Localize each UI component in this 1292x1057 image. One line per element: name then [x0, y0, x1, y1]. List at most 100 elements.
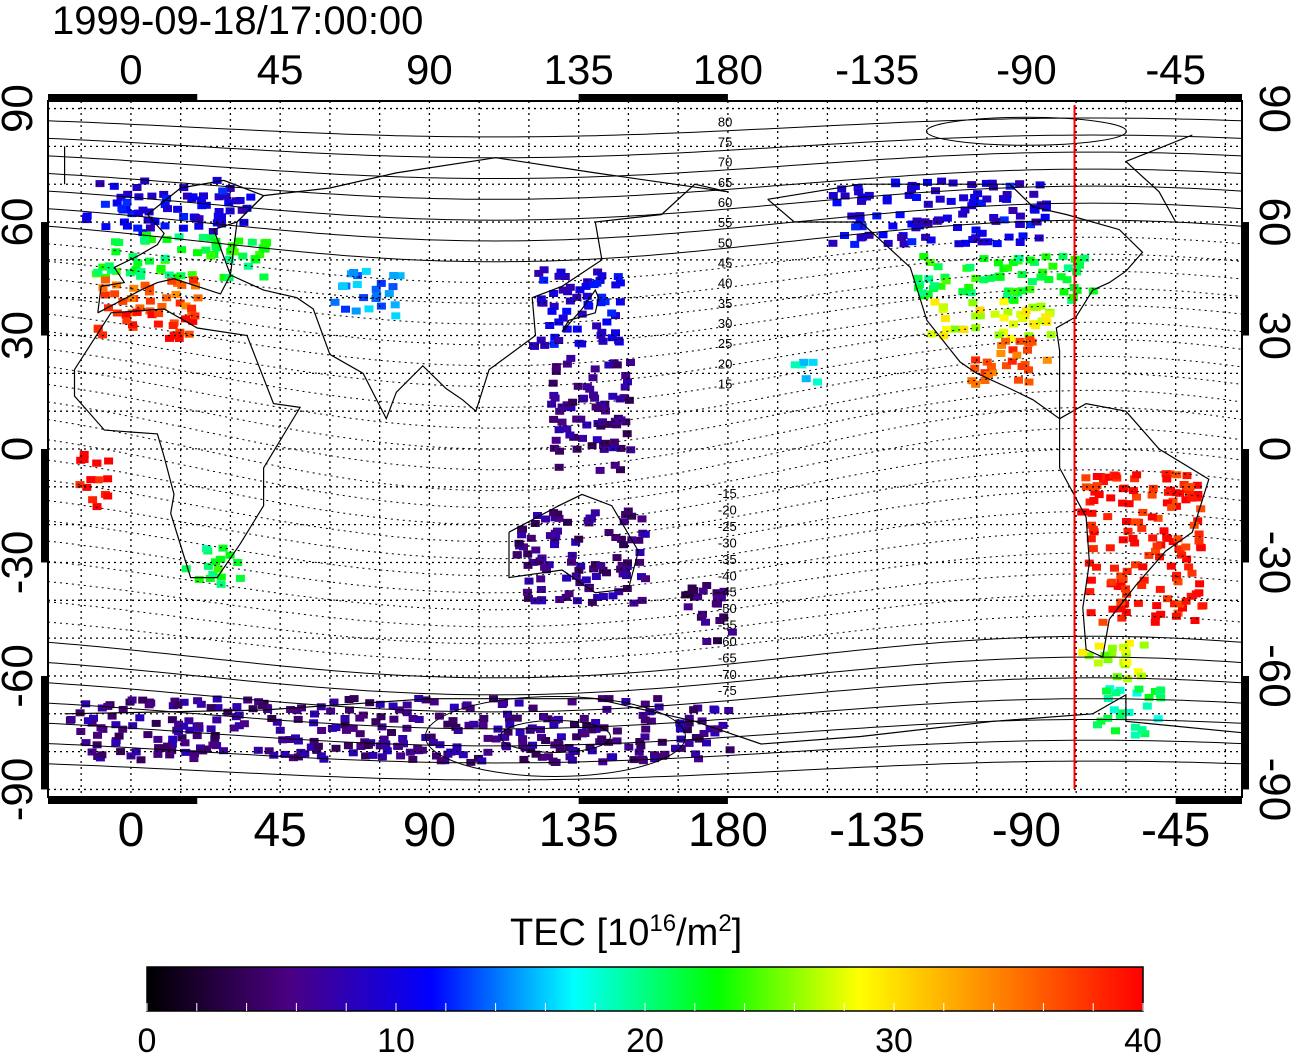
tec-cell — [79, 450, 89, 458]
tec-cell — [432, 752, 441, 760]
tec-cell — [949, 325, 959, 333]
tec-cell — [624, 743, 634, 751]
contour-label: -70 — [718, 667, 737, 682]
tec-cell — [117, 204, 127, 212]
tec-cell — [213, 565, 223, 573]
tec-cell — [1068, 294, 1078, 301]
tec-cell — [512, 551, 522, 559]
tec-cell — [623, 559, 632, 567]
tec-cell — [338, 282, 348, 290]
tec-cell — [206, 252, 216, 260]
tec-cell — [590, 365, 600, 373]
tec-cell — [518, 525, 527, 533]
tec-cell — [526, 746, 536, 754]
tec-cell — [443, 720, 453, 728]
left-latitude-label: -90 — [0, 758, 42, 822]
tec-cell — [154, 744, 164, 752]
tec-cell — [165, 334, 174, 342]
tec-cell — [1139, 576, 1149, 584]
tec-cell — [560, 273, 570, 280]
tec-cell — [131, 266, 141, 274]
tec-cell — [858, 233, 868, 241]
tec-cell — [1007, 357, 1017, 365]
colorbar-tick-label: 20 — [626, 1022, 664, 1057]
tec-cell — [1123, 527, 1133, 535]
tec-cell — [561, 593, 571, 601]
tec-cell — [86, 476, 96, 484]
tec-cell — [581, 282, 591, 290]
tec-cell — [342, 726, 351, 734]
tec-cell — [853, 184, 863, 191]
tec-cell — [613, 273, 623, 281]
tec-cell — [681, 591, 691, 599]
tec-cell — [725, 746, 735, 754]
tec-cell — [1029, 190, 1039, 198]
tec-cell — [1041, 313, 1051, 321]
tec-cell — [604, 695, 614, 703]
tec-cell — [123, 190, 133, 198]
tec-cell — [676, 721, 686, 728]
tec-cell — [1005, 182, 1015, 190]
tec-cell — [181, 748, 191, 756]
tec-cell — [1150, 618, 1160, 626]
tec-cell — [540, 563, 550, 571]
tec-cell — [616, 535, 626, 543]
tec-cell — [582, 721, 592, 729]
tec-cell — [1026, 221, 1036, 229]
tec-cell — [355, 730, 365, 738]
tec-cell — [82, 212, 92, 220]
contour-label: 20 — [718, 356, 732, 371]
tec-cell — [267, 715, 277, 722]
tec-cell — [988, 183, 998, 191]
tec-cell — [523, 550, 533, 558]
tec-cell — [567, 698, 577, 706]
tec-cell — [417, 746, 427, 754]
tec-cell — [646, 717, 656, 725]
tec-cell — [197, 196, 206, 204]
tec-cell — [477, 757, 487, 765]
tec-cell — [206, 725, 216, 733]
tec-cell — [356, 743, 366, 750]
tec-cell — [936, 282, 946, 290]
tec-cell — [971, 324, 981, 332]
tec-cell — [128, 722, 138, 730]
tec-cell — [173, 701, 183, 709]
tec-cell — [1072, 268, 1082, 276]
tec-cell — [1152, 542, 1162, 550]
tec-cell — [551, 531, 561, 539]
tec-cell — [133, 224, 143, 232]
tec-cell — [1056, 273, 1066, 281]
tec-cell — [189, 276, 198, 284]
tec-cell — [1087, 521, 1096, 529]
tec-cell — [528, 558, 538, 566]
tec-cell — [1094, 642, 1104, 650]
right-latitude-label: 90 — [1250, 84, 1292, 133]
tec-cell — [590, 561, 600, 569]
tec-cell — [177, 281, 187, 289]
tec-cell — [554, 337, 564, 344]
tec-cell — [601, 407, 610, 415]
coastline — [561, 288, 600, 333]
tec-cell — [621, 566, 631, 574]
tec-cell — [429, 698, 439, 706]
tec-cell — [832, 199, 842, 207]
colorbar-tick-label: 0 — [138, 1022, 157, 1057]
tec-cell — [566, 354, 576, 362]
tec-cell — [653, 695, 663, 703]
tec-cell — [1118, 485, 1128, 493]
tec-cell — [1124, 500, 1134, 508]
tec-cell — [1003, 308, 1013, 316]
tec-cell — [317, 727, 327, 734]
tec-cell — [517, 531, 527, 539]
tec-cell — [960, 206, 970, 214]
bottom-longitude-label: -135 — [829, 804, 925, 857]
tec-cell — [992, 240, 1002, 248]
tec-cell — [138, 696, 148, 704]
tec-cell — [568, 746, 578, 754]
tec-cell — [549, 415, 559, 423]
tec-cell — [103, 475, 113, 483]
tec-cell — [402, 701, 412, 709]
tec-cell — [615, 298, 625, 306]
tec-cell — [331, 724, 341, 732]
tec-cell — [259, 273, 269, 281]
